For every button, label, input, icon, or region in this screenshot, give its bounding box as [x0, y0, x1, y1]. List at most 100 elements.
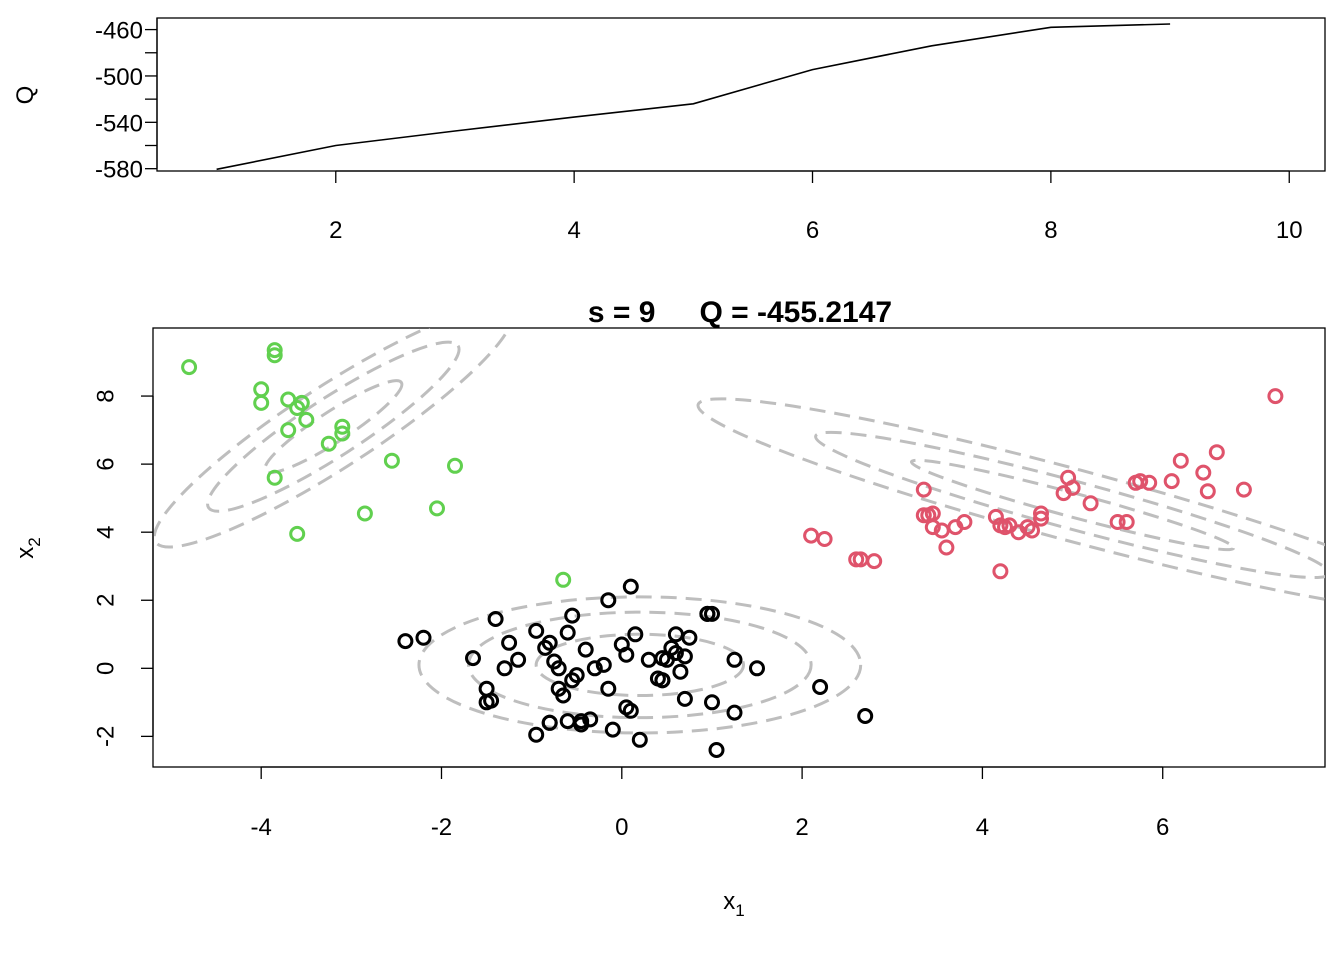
point-black-2 — [465, 650, 481, 667]
point-red-20 — [1033, 505, 1049, 522]
point-black-17 — [555, 687, 572, 704]
scatter-x-tick-label-2: 0 — [615, 814, 628, 841]
point-black-36 — [631, 731, 648, 748]
convergence-y-axis-label: Q — [12, 86, 39, 105]
point-black-5 — [483, 692, 500, 709]
point-black-0 — [397, 633, 414, 650]
x-label-subscript: 1 — [735, 901, 744, 920]
point-black-55 — [749, 660, 765, 677]
convergence-y-tick-label-1: -540 — [95, 110, 143, 137]
scatter-x-axis-label: x1 — [723, 888, 744, 920]
point-red-1 — [816, 531, 833, 547]
point-black-33 — [622, 578, 639, 595]
point-green-9 — [280, 422, 297, 439]
point-red-31 — [1172, 452, 1189, 469]
convergence-x-tick-label-2: 6 — [806, 217, 819, 244]
point-black-18 — [559, 624, 576, 641]
point-green-7 — [293, 394, 310, 411]
scatter-points — [181, 342, 1284, 758]
convergence-y-tick-label-3: -460 — [95, 18, 143, 45]
point-green-4 — [253, 394, 270, 411]
point-black-54 — [726, 704, 743, 721]
point-red-7 — [924, 519, 941, 536]
scatter-y-tick-label-2: 2 — [93, 594, 120, 607]
scatter-title-step: s = 9 — [588, 296, 656, 329]
convergence-plot: 2 4 6 8 10 -580 -540 -500 -460 Q — [12, 17, 1326, 244]
convergence-y-tick-label-2: -500 — [95, 64, 143, 91]
point-black-57 — [857, 708, 874, 724]
point-green-8 — [298, 411, 315, 428]
contour-black-0 — [534, 632, 746, 698]
point-red-4 — [915, 481, 932, 498]
point-green-11 — [334, 418, 351, 435]
convergence-plot-series — [216, 23, 1171, 171]
scatter-y-tick-label-4: 6 — [93, 457, 120, 470]
point-black-27 — [600, 680, 617, 697]
point-black-19 — [564, 607, 581, 624]
point-green-18 — [289, 525, 306, 542]
point-red-23 — [1064, 479, 1081, 496]
point-black-61 — [573, 713, 590, 730]
point-black-26 — [595, 656, 612, 673]
point-black-6 — [487, 611, 504, 627]
point-black-53 — [726, 651, 743, 668]
point-black-62 — [654, 672, 671, 689]
point-black-51 — [704, 694, 720, 711]
scatter-plot-title: s = 9 Q = -455.2147 — [588, 296, 892, 329]
point-black-45 — [672, 663, 689, 680]
scatter-plot-axes: -4 -2 0 2 4 6 -2 0 2 4 6 8 — [93, 389, 1170, 841]
point-black-23 — [577, 641, 594, 658]
convergence-series-line — [216, 23, 1171, 171]
point-green-1 — [266, 347, 283, 364]
point-red-35 — [1235, 481, 1252, 498]
point-green-16 — [356, 505, 373, 522]
point-black-7 — [496, 660, 513, 677]
point-green-15 — [266, 469, 283, 486]
contour-red-1 — [814, 430, 1325, 580]
point-black-9 — [510, 651, 527, 668]
point-black-46 — [676, 648, 693, 665]
point-red-12 — [987, 508, 1004, 525]
point-red-33 — [1199, 483, 1216, 500]
point-red-24 — [1082, 495, 1099, 512]
cluster-black-points — [397, 578, 874, 758]
point-red-19 — [1033, 510, 1049, 527]
point-black-28 — [600, 592, 617, 609]
contour-black-2 — [417, 595, 863, 735]
point-black-47 — [676, 690, 693, 707]
point-black-48 — [681, 629, 698, 646]
point-black-31 — [618, 646, 635, 663]
point-black-1 — [415, 629, 432, 646]
point-red-36 — [1267, 388, 1284, 405]
cluster-red-points — [803, 388, 1284, 580]
point-red-37 — [915, 507, 932, 524]
point-black-34 — [622, 702, 639, 719]
point-green-17 — [429, 500, 445, 517]
convergence-x-tick-label-0: 2 — [329, 217, 342, 244]
point-red-26 — [1118, 514, 1135, 530]
point-red-11 — [956, 514, 973, 530]
point-red-9 — [938, 539, 955, 556]
y-label-main: x — [12, 547, 39, 559]
convergence-x-tick-label-1: 4 — [567, 217, 580, 244]
scatter-x-tick-label-3: 2 — [795, 814, 808, 841]
convergence-x-tick-label-4: 10 — [1276, 217, 1303, 244]
point-red-28 — [1132, 473, 1149, 490]
contour-green-2 — [153, 328, 514, 549]
density-contours — [153, 328, 1325, 735]
x-label-main: x — [723, 888, 735, 915]
point-green-0 — [181, 359, 198, 376]
point-black-24 — [582, 711, 599, 728]
point-black-56 — [812, 679, 829, 695]
scatter-y-tick-label-3: 4 — [93, 526, 120, 539]
point-green-2 — [266, 342, 283, 359]
point-black-58 — [528, 726, 545, 743]
point-black-8 — [501, 634, 518, 651]
contour-group-black — [417, 595, 863, 735]
scatter-y-tick-label-0: -2 — [93, 726, 120, 747]
contour-red-2 — [696, 397, 1325, 613]
point-green-13 — [383, 452, 400, 469]
convergence-y-tick-label-0: -580 — [95, 157, 143, 184]
